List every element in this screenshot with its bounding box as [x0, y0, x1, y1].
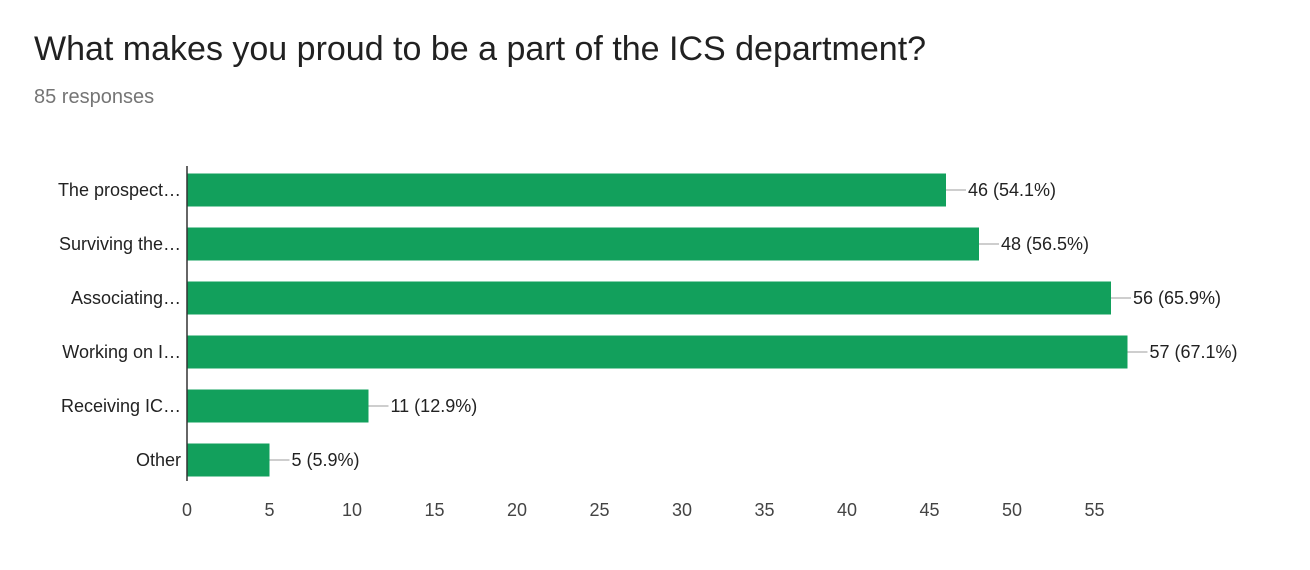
chart-title: What makes you proud to be a part of the… — [34, 30, 927, 68]
category-label-5: Receiving IC… — [61, 396, 181, 416]
value-label-1: 46 (54.1%) — [968, 180, 1056, 200]
value-label-4: 57 (67.1%) — [1150, 342, 1238, 362]
bar-5 — [187, 389, 369, 423]
value-label-6: 5 (5.9%) — [292, 450, 360, 470]
x-tick-label-25: 25 — [589, 500, 609, 520]
category-label-1: The prospect… — [58, 180, 181, 200]
bar-6 — [187, 443, 270, 477]
x-tick-label-0: 0 — [182, 500, 192, 520]
value-label-5: 11 (12.9%) — [391, 396, 478, 416]
x-tick-label-35: 35 — [754, 500, 774, 520]
x-tick-label-50: 50 — [1002, 500, 1022, 520]
x-tick-label-55: 55 — [1084, 500, 1104, 520]
x-tick-label-45: 45 — [919, 500, 939, 520]
value-label-2: 48 (56.5%) — [1001, 234, 1089, 254]
x-tick-label-30: 30 — [672, 500, 692, 520]
bar-1 — [187, 173, 946, 207]
response-count: 85 responses — [34, 86, 155, 108]
category-label-2: Surviving the… — [59, 234, 181, 254]
category-label-6: Other — [136, 450, 181, 470]
x-tick-label-40: 40 — [837, 500, 857, 520]
value-label-3: 56 (65.9%) — [1133, 288, 1221, 308]
bar-4 — [187, 335, 1128, 369]
x-tick-label-20: 20 — [507, 500, 527, 520]
x-tick-label-10: 10 — [342, 500, 362, 520]
category-label-3: Associating… — [71, 288, 181, 308]
category-label-4: Working on I… — [62, 342, 181, 362]
bar-2 — [187, 227, 979, 261]
x-tick-label-5: 5 — [264, 500, 274, 520]
x-tick-label-15: 15 — [424, 500, 444, 520]
bar-3 — [187, 281, 1111, 315]
